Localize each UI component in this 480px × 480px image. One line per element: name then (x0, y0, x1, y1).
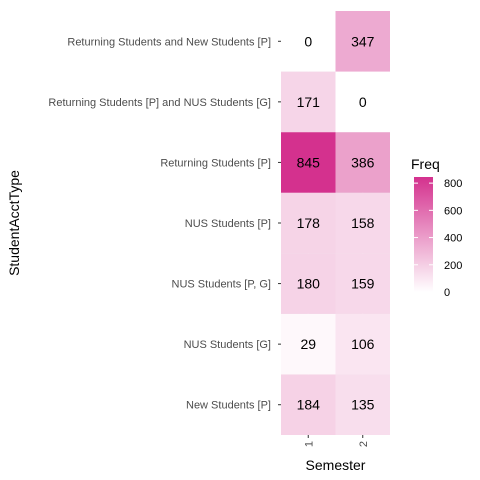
legend-tick-label: 400 (444, 233, 462, 245)
y-tick-label: Returning Students [P] (160, 157, 271, 169)
y-tick-label: NUS Students [G] (184, 339, 271, 351)
heatmap-cell (335, 253, 390, 314)
cell-value-label: 135 (351, 397, 375, 413)
y-tick-label: Returning Students and New Students [P] (67, 36, 271, 48)
x-axis-title: Semester (306, 457, 366, 473)
y-tick-label: Returning Students [P] and NUS Students … (48, 97, 271, 109)
heatmap-cell (281, 374, 336, 435)
cell-value-label: 178 (297, 215, 321, 231)
cell-value-label: 158 (351, 215, 375, 231)
legend: Freq 0 200 400 600 800 (411, 156, 462, 299)
y-tick-label: NUS Students [P] (185, 218, 271, 230)
heatmap-cell (281, 11, 336, 72)
cell-value-label: 171 (297, 94, 321, 110)
heatmap-cell (335, 132, 390, 193)
heatmap-cell (335, 374, 390, 435)
legend-title: Freq (411, 156, 440, 172)
heatmap-cell (281, 192, 336, 254)
legend-tick-labels: 0 200 400 600 800 (414, 178, 462, 299)
heatmap-cell (281, 71, 336, 133)
y-axis-tick-labels: New Students [P] NUS Students [G] NUS Stud… (48, 36, 281, 412)
heatmap-cell (335, 11, 390, 72)
x-tick-label: 2 (358, 441, 370, 447)
y-tick-label: New Students [P] (186, 400, 271, 412)
legend-tick-label: 800 (444, 178, 462, 190)
heatmap-cell (281, 313, 336, 375)
cell-value-label: 29 (300, 336, 316, 352)
legend-tick-label: 200 (444, 260, 462, 272)
cell-value-label: 386 (351, 154, 375, 170)
cell-value-label: 184 (297, 397, 321, 413)
cell-value-label: 0 (304, 33, 312, 49)
heatmap-cell (281, 253, 336, 314)
cell-value-label: 159 (351, 276, 375, 292)
legend-colorbar (414, 177, 433, 292)
cell-value-label: 347 (351, 33, 375, 49)
heatmap-cell (281, 132, 336, 193)
y-axis-title: StudentAcctType (6, 170, 22, 276)
cell-value-label: 845 (297, 154, 321, 170)
heatmap-cell (335, 71, 390, 133)
heatmap-cell (335, 313, 390, 375)
legend-tick-label: 0 (444, 287, 450, 299)
heatmap-cell (335, 192, 390, 254)
cell-value-label: 0 (359, 94, 367, 110)
cell-value-label: 106 (351, 336, 375, 352)
heatmap-cells (281, 11, 390, 435)
legend-tick-label: 600 (444, 205, 462, 217)
y-tick-label: NUS Students [P, G] (172, 279, 271, 291)
cell-value-labels: 184 135 29 106 180 159 178 158 845 386 171 0 0 347 (297, 33, 375, 412)
cell-value-label: 180 (297, 276, 321, 292)
x-tick-label: 1 (303, 441, 315, 447)
